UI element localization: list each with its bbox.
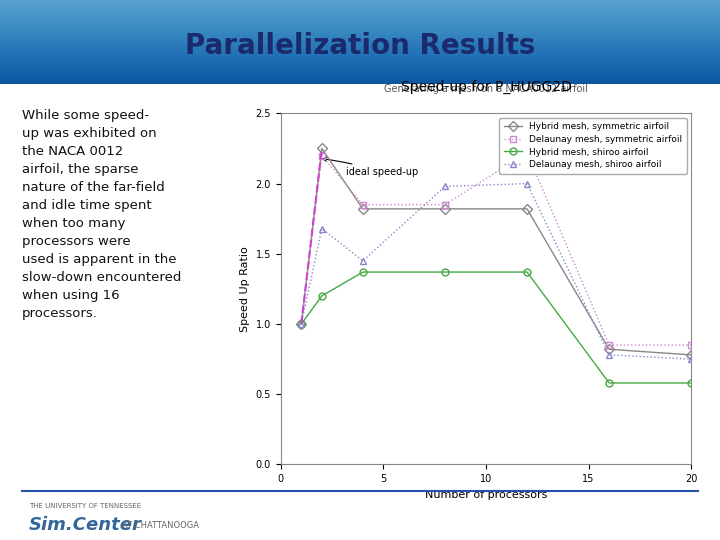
Text: Generating a mesh on a NACA0012 airfoil: Generating a mesh on a NACA0012 airfoil [384,84,588,94]
Text: AT CHATTANOOGA: AT CHATTANOOGA [122,521,199,530]
X-axis label: Number of processors: Number of processors [425,490,547,500]
Legend: Hybrid mesh, symmetric airfoil, Delaunay mesh, symmetric airfoil, Hybrid mesh, s: Hybrid mesh, symmetric airfoil, Delaunay… [499,118,687,174]
Y-axis label: Speed Up Ratio: Speed Up Ratio [240,246,250,332]
Text: Parallelization Results: Parallelization Results [185,32,535,60]
Text: Sim.Center: Sim.Center [29,516,142,534]
Text: While some speed-
up was exhibited on
the NACA 0012
airfoil, the sparse
nature o: While some speed- up was exhibited on th… [22,109,181,320]
Text: ideal speed-up: ideal speed-up [323,157,419,177]
Title: Speed-up for P_HUGG2D: Speed-up for P_HUGG2D [400,80,572,94]
Text: THE UNIVERSITY OF TENNESSEE: THE UNIVERSITY OF TENNESSEE [29,503,141,509]
